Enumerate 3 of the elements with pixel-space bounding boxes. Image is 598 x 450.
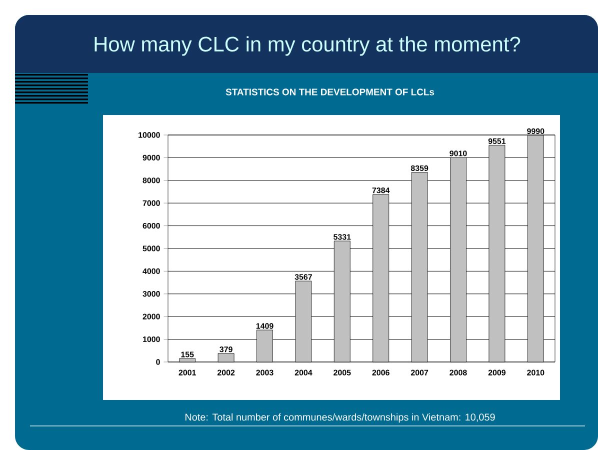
chart-subtitle: STATISTICS ON THE DEVELOPMENT OF LCLs	[226, 88, 434, 96]
chart-title: How many CLC in my country at the moment?	[94, 36, 520, 56]
text: Note: Total number of communes/wards/townships in Vietnam: 10,059	[185, 413, 495, 423]
